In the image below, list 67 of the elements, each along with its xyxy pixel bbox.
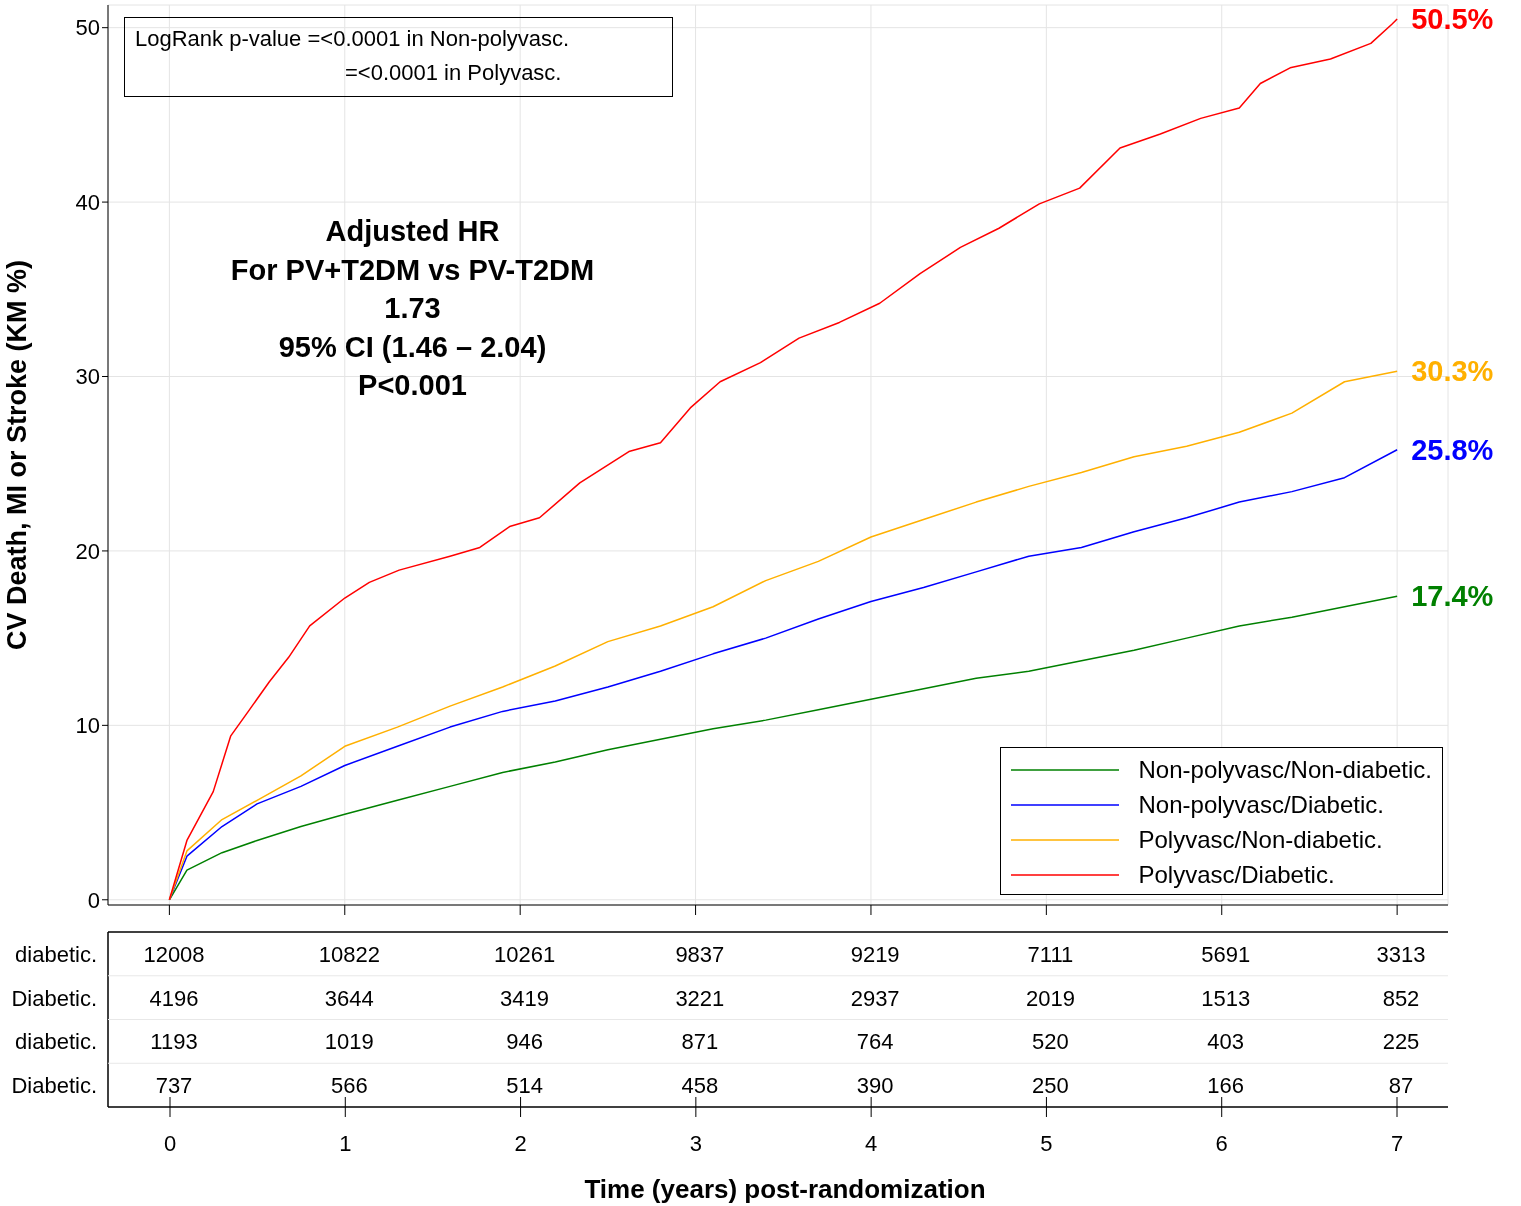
data-label: 17.4% (1411, 580, 1494, 613)
y-tick-label: 20 (75, 538, 100, 564)
data-label: 87 (1388, 1073, 1414, 1099)
data-label: 737 (155, 1073, 193, 1099)
y-tick-label: 30 (75, 364, 100, 390)
x-tick-label: 6 (1215, 1131, 1228, 1156)
data-label: 10822 (318, 941, 380, 967)
y-tick-label: diabetic. (15, 1029, 97, 1055)
data-label: 5691 (1201, 941, 1251, 967)
data-label: 50.5% (1411, 2, 1494, 35)
y-tick-label: 50 (75, 15, 100, 41)
data-label: 3644 (324, 985, 374, 1011)
data-label: 166 (1207, 1073, 1245, 1099)
data-label: 3221 (675, 985, 725, 1011)
x-axis-title: Time (years) post-randomization (584, 1174, 986, 1204)
annotation: For PV+T2DM vs PV-T2DM (229, 252, 596, 288)
y-tick-label: 10 (75, 713, 100, 739)
data-label: 514 (506, 1073, 543, 1099)
data-label: 9219 (850, 941, 900, 967)
data-label: 12008 (143, 941, 205, 967)
annotation: 1.73 (383, 291, 442, 326)
x-tick-label: 1 (339, 1131, 352, 1156)
data-label: 10261 (493, 941, 556, 967)
legend-label: Polyvasc/Diabetic. (1138, 860, 1335, 889)
data-label: 4196 (149, 985, 199, 1011)
x-tick-label: 3 (689, 1131, 702, 1156)
legend-label: Non-polyvasc/Diabetic. (1138, 790, 1384, 819)
annotation: =<0.0001 in Polyvasc. (344, 59, 563, 87)
annotation: 95% CI (1.46 – 2.04) (277, 329, 548, 365)
data-label: 1513 (1201, 985, 1251, 1011)
x-tick-label: 2 (514, 1131, 527, 1156)
data-label: 3313 (1376, 941, 1426, 967)
data-label: 250 (1032, 1073, 1069, 1099)
data-label: 520 (1032, 1029, 1069, 1055)
y-tick-label: Diabetic. (11, 1073, 97, 1099)
annotation: P<0.001 (357, 368, 468, 403)
data-label: 1019 (324, 1029, 374, 1055)
data-label: 403 (1207, 1029, 1245, 1055)
y-tick-label: diabetic. (15, 941, 97, 967)
annotation: LogRank p-value =<0.0001 in Non-polyvasc. (135, 25, 571, 53)
data-label: 2019 (1025, 985, 1075, 1011)
data-label: 9837 (675, 941, 725, 967)
legend-label: Polyvasc/Non-diabetic. (1138, 825, 1383, 854)
data-label: 225 (1382, 1029, 1420, 1055)
data-label: 852 (1382, 985, 1420, 1011)
data-label: 764 (856, 1029, 894, 1055)
data-label: 390 (856, 1073, 894, 1099)
y-tick-label: 40 (75, 189, 100, 215)
data-label: 1193 (150, 1029, 198, 1055)
x-tick-label: 4 (865, 1131, 878, 1156)
y-tick-label: Diabetic. (11, 985, 97, 1011)
x-tick-label: 7 (1390, 1131, 1404, 1156)
data-label: 458 (681, 1073, 719, 1099)
annotation: Adjusted HR (324, 214, 501, 249)
data-label: 946 (506, 1029, 543, 1055)
data-label: 7111 (1027, 941, 1074, 967)
data-label: 25.8% (1411, 433, 1494, 466)
data-label: 566 (330, 1073, 368, 1099)
data-label: 30.3% (1411, 355, 1494, 388)
data-label: 871 (681, 1029, 719, 1055)
legend-label: Non-polyvasc/Non-diabetic. (1138, 755, 1432, 784)
x-tick-label: 0 (163, 1131, 177, 1156)
y-tick-label: 0 (87, 887, 100, 913)
y-axis-title: CV Death, MI or Stroke (KM %) (1, 259, 32, 651)
data-label: 3419 (500, 985, 550, 1011)
data-label: 2937 (850, 985, 900, 1011)
x-tick-label: 5 (1040, 1131, 1053, 1156)
